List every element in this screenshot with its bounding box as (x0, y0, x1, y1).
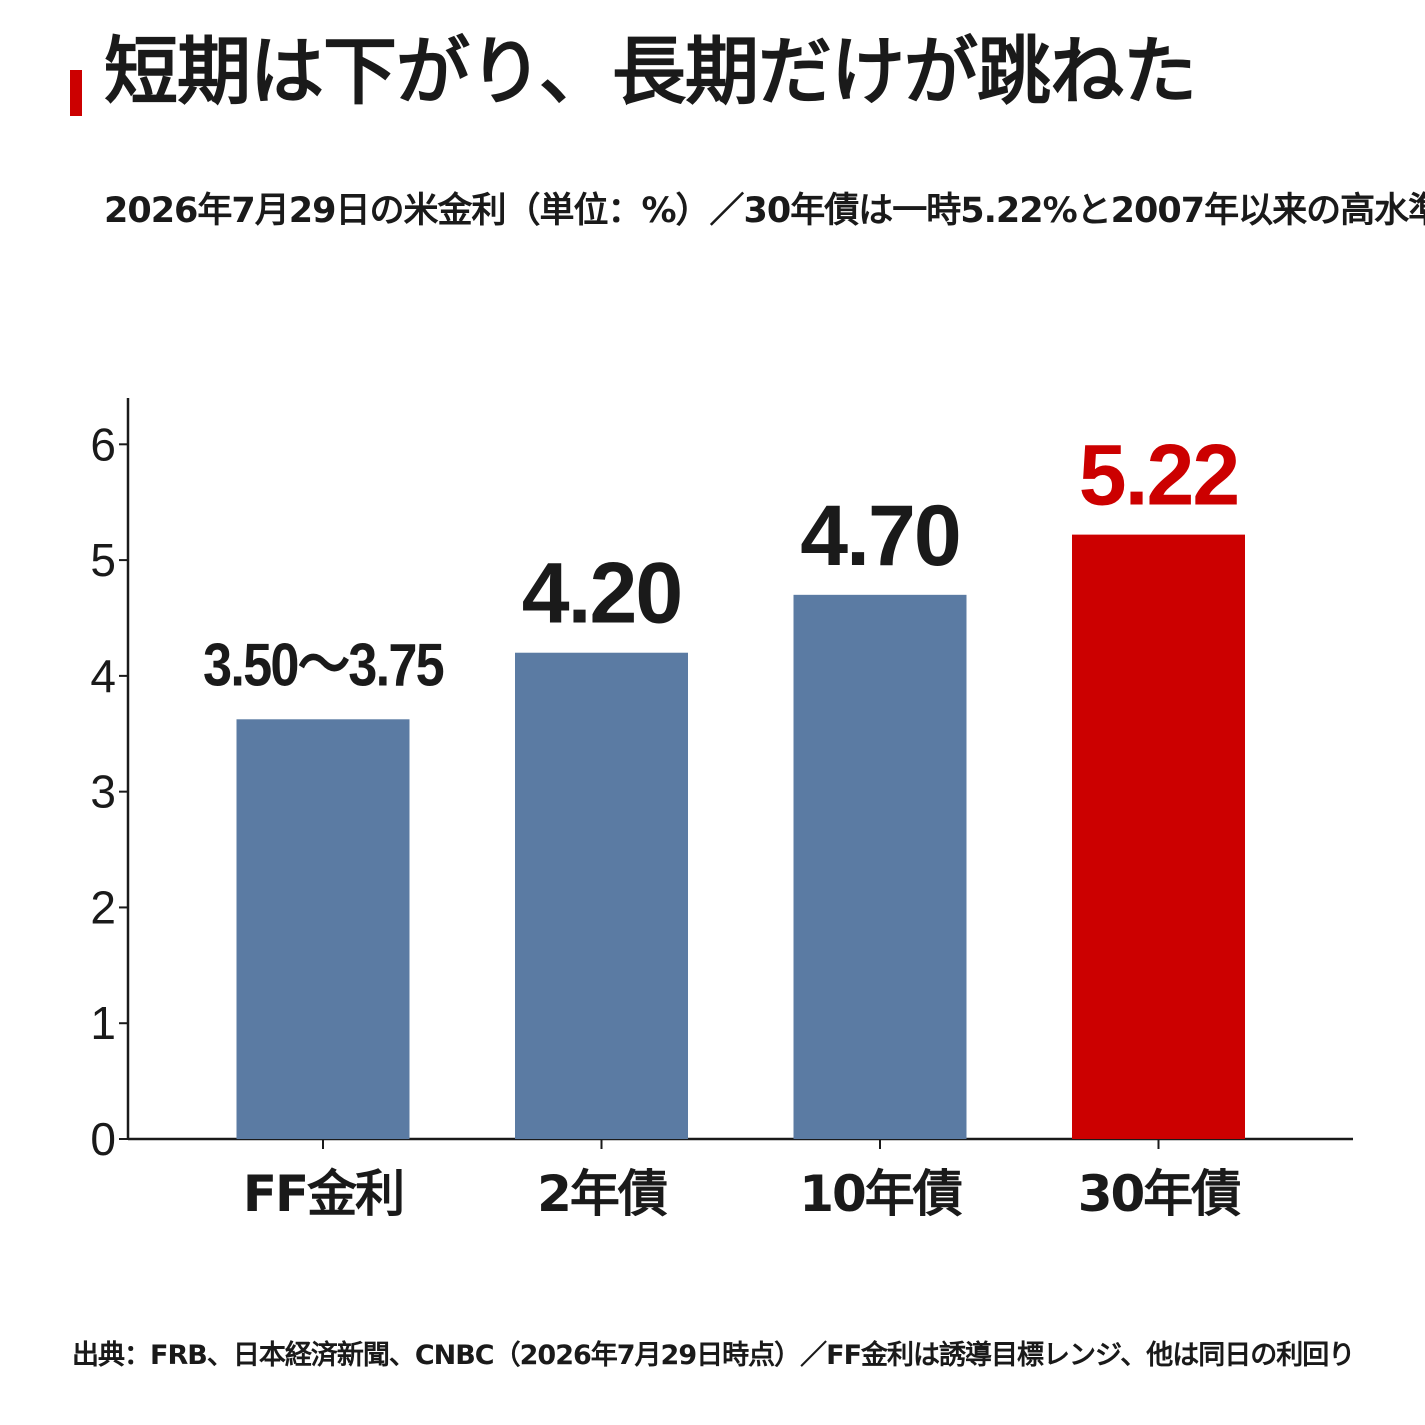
bar (793, 594, 967, 1139)
y-tick-label: 0 (90, 1113, 116, 1165)
x-tick-label: 2年債 (537, 1165, 668, 1223)
y-axis-ticks: 0 1 2 3 4 5 6 (90, 418, 128, 1165)
data-label: 4.20 (522, 546, 681, 642)
x-axis-labels: FF金利 2年債 10年債 30年債 (243, 1139, 1243, 1223)
bar (1072, 534, 1245, 1139)
title-accent-bar (70, 70, 82, 116)
data-label: 4.70 (800, 488, 959, 584)
x-tick-label: FF金利 (243, 1165, 403, 1223)
bar (515, 652, 688, 1139)
data-label: 5.22 (1079, 428, 1238, 524)
source-note: 出典：FRB、日本経済新聞、CNBC（2026年7月29日時点）／FF金利は誘導… (72, 1340, 1355, 1371)
x-tick-label: 30年債 (1078, 1165, 1242, 1223)
x-tick-label: 10年債 (799, 1165, 963, 1223)
chart-subtitle: 2026年7月29日の米金利（単位：%）／30年債は一時5.22%と2007年以… (104, 191, 1425, 231)
value-labels: 3.50～3.75 4.20 4.70 5.22 (203, 428, 1240, 699)
y-tick-label: 4 (90, 650, 116, 702)
y-tick-label: 2 (90, 881, 116, 933)
chart-title: 短期は下がり、長期だけが跳ねた (104, 29, 1197, 115)
bar-series (236, 534, 1245, 1139)
y-tick-label: 1 (90, 997, 116, 1049)
y-tick-label: 5 (90, 534, 116, 586)
y-tick-label: 3 (90, 766, 116, 818)
data-label: 3.50～3.75 (203, 631, 444, 698)
bar (236, 719, 410, 1139)
y-tick-label: 6 (90, 418, 116, 470)
